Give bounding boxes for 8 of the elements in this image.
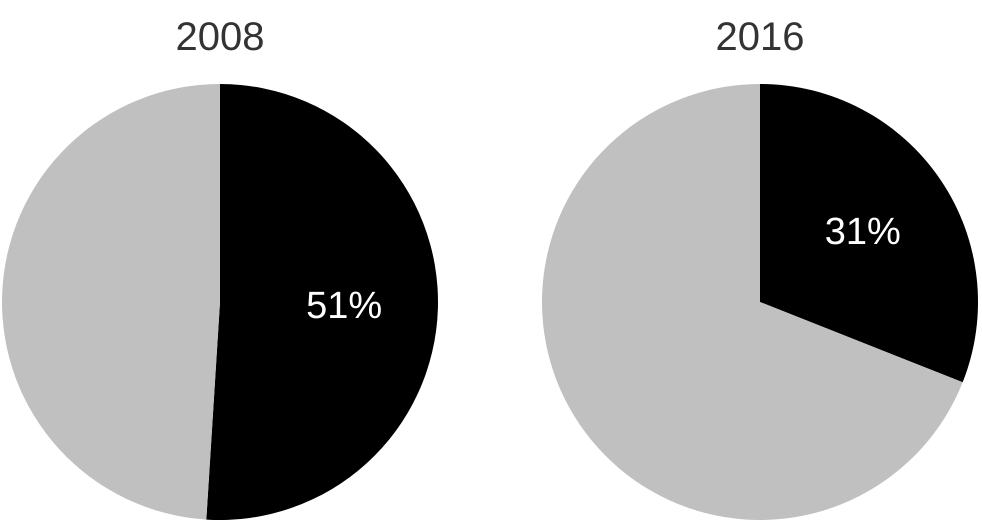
pie-slice bbox=[206, 84, 438, 520]
chart-title: 2016 bbox=[716, 15, 804, 59]
pie-slice bbox=[542, 84, 963, 520]
chart-title: 2008 bbox=[176, 15, 264, 59]
data-label: 51% bbox=[306, 284, 382, 327]
pie-slice bbox=[760, 84, 978, 382]
pie-slice bbox=[2, 84, 220, 520]
data-label: 31% bbox=[824, 211, 901, 254]
